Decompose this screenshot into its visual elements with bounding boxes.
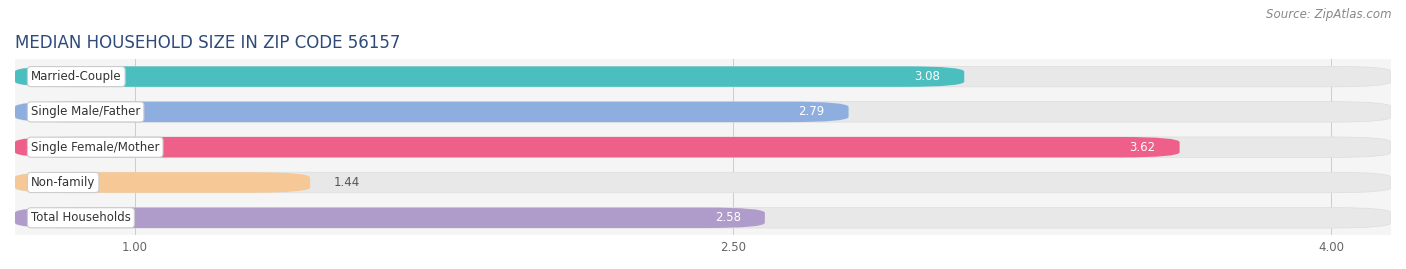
Text: Total Households: Total Households [31,211,131,224]
FancyBboxPatch shape [15,172,1391,193]
Text: Single Female/Mother: Single Female/Mother [31,141,159,154]
FancyBboxPatch shape [15,208,765,228]
Text: Single Male/Father: Single Male/Father [31,105,141,118]
FancyBboxPatch shape [15,102,1391,122]
Text: 3.08: 3.08 [914,70,941,83]
FancyBboxPatch shape [15,66,1391,87]
FancyBboxPatch shape [15,208,1391,228]
FancyBboxPatch shape [15,102,849,122]
Text: 3.62: 3.62 [1129,141,1156,154]
Text: Non-family: Non-family [31,176,96,189]
Text: 2.79: 2.79 [799,105,825,118]
FancyBboxPatch shape [15,172,311,193]
Text: Married-Couple: Married-Couple [31,70,121,83]
Text: 1.44: 1.44 [335,176,360,189]
Text: Source: ZipAtlas.com: Source: ZipAtlas.com [1267,8,1392,21]
Text: 2.58: 2.58 [714,211,741,224]
FancyBboxPatch shape [15,66,965,87]
Text: MEDIAN HOUSEHOLD SIZE IN ZIP CODE 56157: MEDIAN HOUSEHOLD SIZE IN ZIP CODE 56157 [15,34,401,52]
FancyBboxPatch shape [15,137,1391,157]
FancyBboxPatch shape [15,137,1180,157]
